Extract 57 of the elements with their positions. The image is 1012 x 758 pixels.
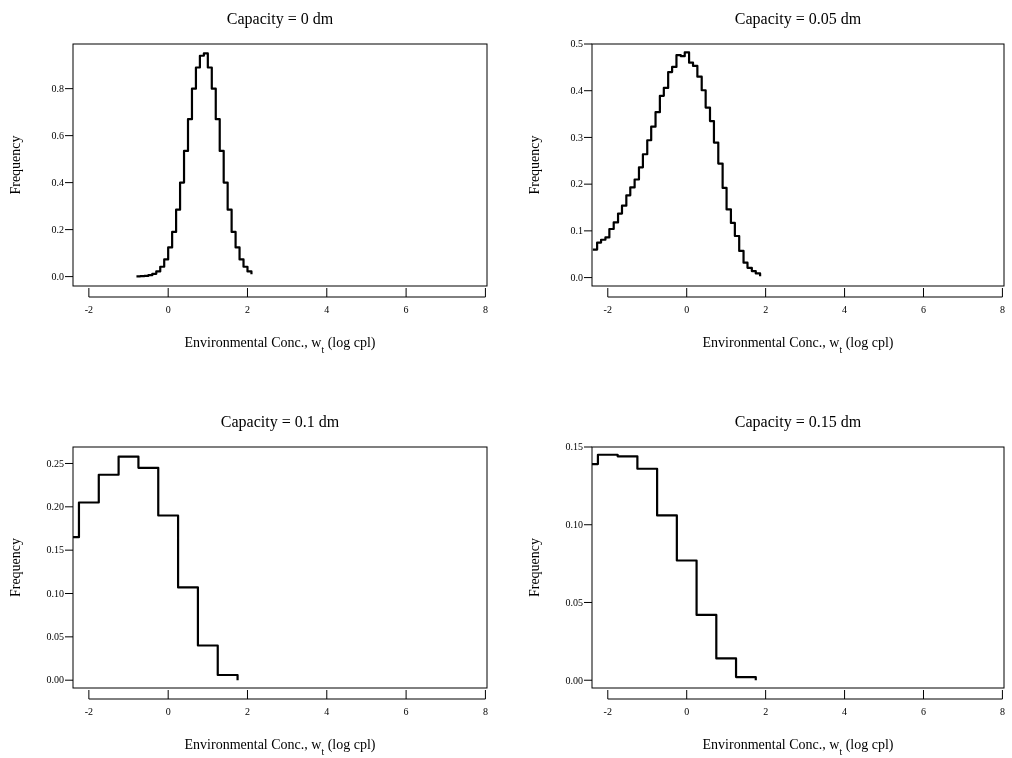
y-tick-label: 0.05 — [565, 596, 583, 608]
y-tick-label: 0.2 — [570, 178, 583, 190]
x-tick-label: 0 — [165, 304, 171, 315]
x-tick-label: 2 — [763, 706, 769, 717]
y-tick-label: 0.6 — [51, 129, 64, 141]
x-axis-title: Environmental Conc., w$_{t}$ (log cpl) — [702, 335, 894, 355]
x-tick-label: 6 — [403, 304, 409, 315]
chart-title: Capacity = 0 dm — [226, 10, 334, 28]
x-axis-title: Environmental Conc., w$_{t}$ (log cpl) — [702, 737, 894, 757]
x-tick-label: 0 — [684, 706, 690, 717]
y-tick-label: 0.00 — [46, 674, 64, 686]
x-tick-label: -2 — [603, 706, 612, 717]
y-tick-label: 0.15 — [46, 544, 64, 556]
y-tick-label: 0.10 — [46, 587, 64, 599]
x-tick-label: 2 — [763, 304, 769, 315]
x-axis-title: Environmental Conc., w$_{t}$ (log cpl) — [184, 335, 376, 355]
x-axis-title: Environmental Conc., w$_{t}$ (log cpl) — [184, 737, 376, 757]
y-tick-label: 0.10 — [565, 519, 583, 531]
y-tick-label: 0.0 — [51, 270, 64, 282]
x-tick-label: 0 — [165, 706, 171, 717]
x-tick-label: 6 — [920, 304, 926, 315]
x-tick-label: 4 — [324, 304, 330, 315]
x-tick-label: 8 — [999, 706, 1005, 717]
y-tick-label: 0.5 — [570, 38, 583, 50]
x-tick-label: 6 — [920, 706, 926, 717]
y-tick-label: 0.15 — [565, 441, 583, 453]
x-tick-label: 6 — [403, 706, 409, 717]
y-axis-title: Frequency — [527, 537, 542, 598]
y-tick-label: 0.25 — [46, 457, 64, 469]
y-tick-label: 0.05 — [46, 631, 64, 643]
x-tick-label: -2 — [84, 304, 94, 315]
chart-title: Capacity = 0.05 dm — [734, 10, 862, 28]
x-tick-label: 0 — [684, 304, 690, 315]
y-axis-title: Frequency — [8, 537, 23, 598]
x-tick-label: 8 — [482, 304, 488, 315]
y-axis-title: Frequency — [8, 135, 23, 195]
y-tick-label: 0.0 — [570, 271, 583, 283]
x-tick-label: 8 — [482, 706, 488, 717]
y-tick-label: 0.4 — [570, 85, 583, 97]
y-tick-label: 0.20 — [46, 501, 64, 513]
x-tick-label: 4 — [324, 706, 330, 717]
y-tick-label: 0.1 — [570, 225, 583, 237]
chart-title: Capacity = 0.1 dm — [220, 413, 340, 431]
y-tick-label: 0.4 — [51, 176, 64, 188]
x-tick-label: -2 — [84, 706, 94, 717]
y-tick-label: 0.2 — [51, 223, 64, 235]
y-tick-label: 0.8 — [51, 82, 64, 94]
x-tick-label: 4 — [842, 304, 848, 315]
y-tick-label: 0.3 — [570, 131, 583, 143]
x-tick-label: 4 — [842, 706, 848, 717]
chart-title: Capacity = 0.15 dm — [734, 413, 862, 431]
x-tick-label: 2 — [244, 304, 250, 315]
y-tick-label: 0.00 — [565, 674, 583, 686]
x-tick-label: 2 — [244, 706, 250, 717]
x-tick-label: 8 — [999, 304, 1005, 315]
y-axis-title: Frequency — [527, 135, 542, 195]
x-tick-label: -2 — [603, 304, 612, 315]
